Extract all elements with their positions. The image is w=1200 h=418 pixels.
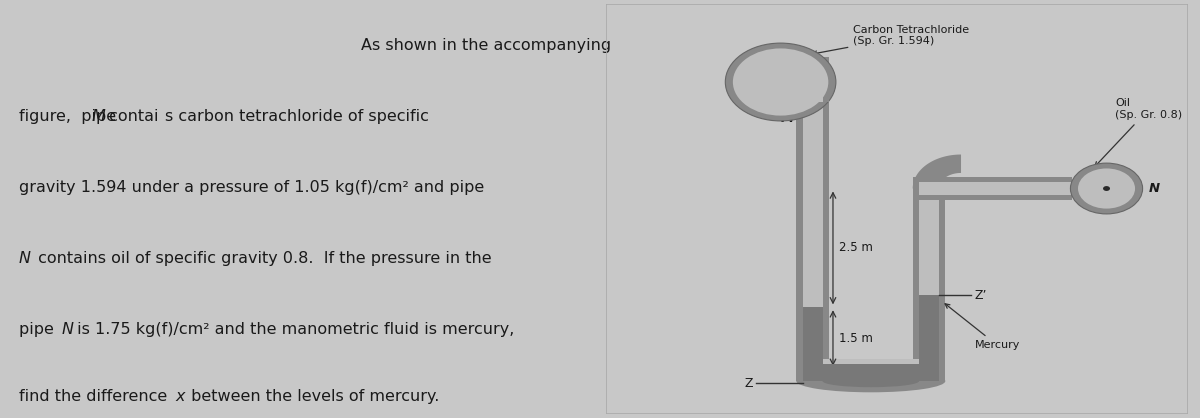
- Ellipse shape: [822, 375, 919, 387]
- Text: As shown in the accompanying: As shown in the accompanying: [361, 38, 611, 53]
- Bar: [913, 189, 946, 359]
- Bar: [961, 177, 1072, 200]
- Bar: [803, 82, 822, 102]
- Text: 2.5 m: 2.5 m: [839, 242, 872, 255]
- Circle shape: [1103, 186, 1110, 191]
- Text: contai  s carbon tetrachloride of specific: contai s carbon tetrachloride of specifi…: [104, 109, 428, 124]
- Circle shape: [725, 43, 836, 121]
- Text: N: N: [61, 322, 73, 337]
- Text: is 1.75 kg(f)/cm² and the manometric fluid is mercury,: is 1.75 kg(f)/cm² and the manometric flu…: [72, 322, 515, 337]
- Text: N: N: [19, 251, 31, 266]
- Bar: [919, 189, 938, 359]
- Bar: [797, 82, 829, 102]
- Polygon shape: [913, 155, 961, 189]
- Bar: [822, 364, 919, 381]
- Text: Oil
(Sp. Gr. 0.8): Oil (Sp. Gr. 0.8): [1094, 98, 1182, 166]
- Text: x: x: [175, 389, 185, 404]
- Bar: [919, 295, 938, 381]
- Text: x: x: [836, 370, 844, 382]
- Circle shape: [1078, 168, 1135, 209]
- Text: pipe: pipe: [19, 322, 59, 337]
- Circle shape: [1070, 163, 1142, 214]
- Bar: [803, 57, 822, 359]
- Text: 1.5 m: 1.5 m: [839, 331, 872, 344]
- Text: Z: Z: [744, 377, 752, 390]
- Ellipse shape: [822, 368, 919, 383]
- Text: figure,  pipe: figure, pipe: [19, 109, 121, 124]
- Bar: [797, 57, 829, 359]
- Text: Z’: Z’: [974, 288, 986, 301]
- Bar: [797, 359, 946, 381]
- Text: M: M: [91, 109, 106, 124]
- Text: Carbon Tetrachloride
(Sp. Gr. 1.594): Carbon Tetrachloride (Sp. Gr. 1.594): [812, 25, 970, 55]
- Text: M: M: [780, 112, 793, 125]
- Text: Mercury: Mercury: [946, 304, 1020, 350]
- Ellipse shape: [797, 370, 946, 393]
- Bar: [822, 359, 919, 376]
- Bar: [803, 307, 822, 381]
- Text: between the levels of mercury.: between the levels of mercury.: [186, 389, 439, 404]
- Bar: [961, 181, 1072, 196]
- Text: gravity 1.594 under a pressure of 1.05 kg(f)/cm² and pipe: gravity 1.594 under a pressure of 1.05 k…: [19, 180, 484, 195]
- Bar: [919, 181, 961, 196]
- Bar: [913, 177, 961, 200]
- Text: contains oil of specific gravity 0.8.  If the pressure in the: contains oil of specific gravity 0.8. If…: [32, 251, 491, 266]
- Text: N: N: [1148, 182, 1159, 195]
- Circle shape: [733, 48, 828, 116]
- Text: find the difference: find the difference: [19, 389, 173, 404]
